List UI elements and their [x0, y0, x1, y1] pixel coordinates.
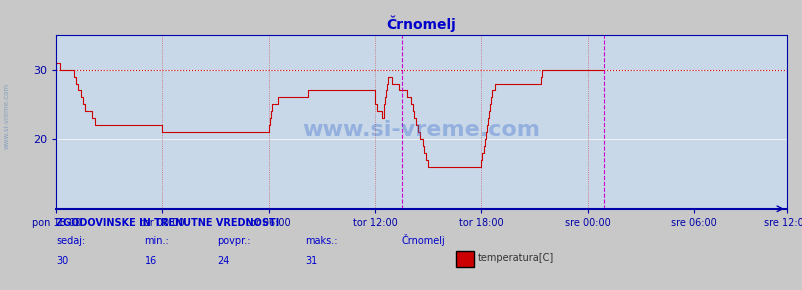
Text: Črnomelj: Črnomelj	[401, 234, 444, 246]
Text: 31: 31	[305, 256, 317, 266]
Text: povpr.:: povpr.:	[217, 235, 250, 246]
Text: 30: 30	[56, 256, 68, 266]
Text: ZGODOVINSKE IN TRENUTNE VREDNOSTI: ZGODOVINSKE IN TRENUTNE VREDNOSTI	[56, 218, 279, 228]
Text: www.si-vreme.com: www.si-vreme.com	[4, 83, 10, 149]
Text: 16: 16	[144, 256, 156, 266]
Text: maks.:: maks.:	[305, 235, 337, 246]
Text: www.si-vreme.com: www.si-vreme.com	[302, 121, 540, 140]
Text: temperatura[C]: temperatura[C]	[477, 253, 553, 263]
Title: Črnomelj: Črnomelj	[387, 16, 456, 32]
Text: 24: 24	[217, 256, 229, 266]
Text: min.:: min.:	[144, 235, 169, 246]
Text: sedaj:: sedaj:	[56, 235, 85, 246]
